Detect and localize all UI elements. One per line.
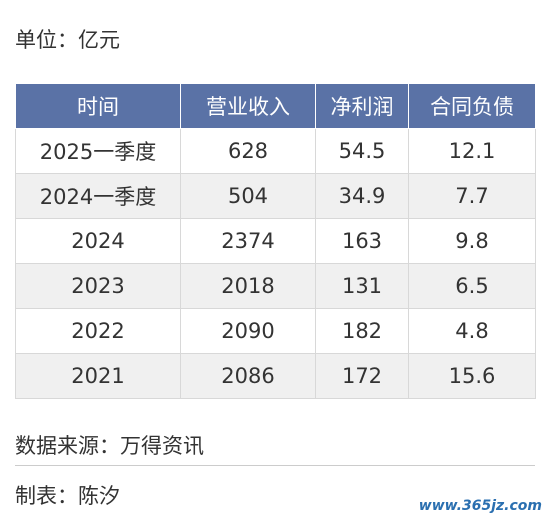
- table-row: 2021 2086 172 15.6: [15, 353, 536, 399]
- table-cell: 2024: [15, 218, 181, 264]
- table-cell: 2090: [180, 308, 316, 354]
- table-cell: 12.1: [408, 128, 536, 174]
- table-cell: 504: [180, 173, 316, 219]
- table-cell: 2025一季度: [15, 128, 181, 174]
- column-header: 净利润: [315, 83, 409, 129]
- data-table: 时间 营业收入 净利润 合同负债 2025一季度 628 54.5 12.1 2024一季度 5…: [15, 83, 536, 399]
- column-header: 合同负债: [408, 83, 536, 129]
- table-cell: 163: [315, 218, 409, 264]
- table-cell: 2021: [15, 353, 181, 399]
- table-cell: 2022: [15, 308, 181, 354]
- unit: 单位：亿元: [15, 28, 120, 52]
- table-cell: 34.9: [315, 173, 409, 219]
- author: 制表：陈汐: [15, 484, 120, 508]
- table-cell: 7.7: [408, 173, 536, 219]
- column-header: 营业收入: [180, 83, 316, 129]
- table-row: 2024一季度 504 34.9 7.7: [15, 173, 536, 219]
- table-cell: 15.6: [408, 353, 536, 399]
- table-row: 2024 2374 163 9.8: [15, 218, 536, 264]
- table-cell: 182: [315, 308, 409, 354]
- watermark: www.365jz.com: [418, 498, 542, 514]
- table-cell: 172: [315, 353, 409, 399]
- table-cell: 2024一季度: [15, 173, 181, 219]
- source: 数据来源：万得资讯: [15, 434, 204, 458]
- table-cell: 2086: [180, 353, 316, 399]
- table-cell: 628: [180, 128, 316, 174]
- table-row: 2022 2090 182 4.8: [15, 308, 536, 354]
- header-row: 时间 营业收入 净利润 合同负债: [15, 83, 536, 129]
- table-cell: 2018: [180, 263, 316, 309]
- table-cell: 9.8: [408, 218, 536, 264]
- table-row: 2023 2018 131 6.5: [15, 263, 536, 309]
- table-cell: 2374: [180, 218, 316, 264]
- table-cell: 6.5: [408, 263, 536, 309]
- table-cell: 54.5: [315, 128, 409, 174]
- divider: [15, 465, 535, 466]
- table-body: 2025一季度 628 54.5 12.1 2024一季度 504 34.9 7.7 2024 2…: [15, 128, 536, 399]
- table-cell: 2023: [15, 263, 181, 309]
- table-row: 2025一季度 628 54.5 12.1: [15, 128, 536, 174]
- column-header: 时间: [15, 83, 181, 129]
- table-cell: 4.8: [408, 308, 536, 354]
- table-cell: 131: [315, 263, 409, 309]
